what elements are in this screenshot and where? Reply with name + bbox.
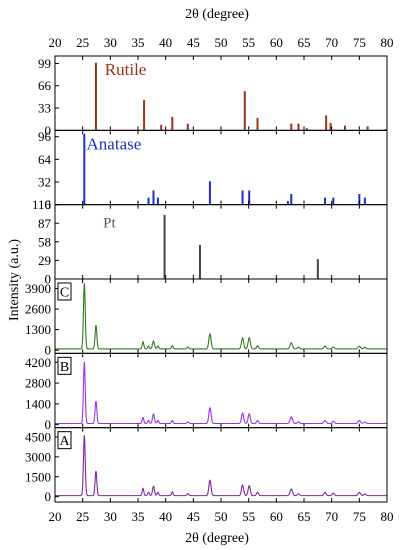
top-tick-label: 80 [381, 35, 394, 50]
y-tick-label: 0 [45, 343, 52, 358]
top-tick-label: 30 [104, 35, 117, 50]
pattern-line [55, 361, 387, 425]
top-tick-label: 40 [159, 35, 172, 50]
pattern-line [55, 435, 387, 497]
bottom-tick-label: 55 [242, 509, 255, 524]
panel-label-B: B [60, 360, 69, 375]
y-tick-label: 1500 [25, 469, 51, 484]
y-tick-label: 0 [45, 272, 52, 287]
panel-frame [54, 278, 388, 354]
bottom-tick-label: 80 [381, 509, 394, 524]
y-tick-label: 3000 [25, 449, 51, 464]
panel-label-box [57, 282, 72, 301]
y-tick-label: 99 [38, 56, 51, 71]
top-tick-label: 60 [270, 35, 283, 50]
panel-label-anatase: Anatase [87, 134, 142, 153]
y-tick-label: 64 [38, 152, 52, 167]
bottom-tick-label: 35 [132, 509, 145, 524]
y-tick-label: 4500 [25, 429, 51, 444]
panel-label-A: A [59, 434, 70, 449]
top-tick-label: 50 [215, 35, 228, 50]
y-tick-label: 1400 [25, 396, 51, 411]
bottom-tick-label: 70 [325, 509, 338, 524]
panel-pt: 0 29 58 87 116 Pt [32, 197, 388, 287]
y-tick-label: 87 [38, 216, 52, 231]
panel-rutile: 0 33 66 99 Rutile [38, 55, 388, 138]
y-tick-label: 1300 [25, 322, 51, 337]
bottom-tick-label: 20 [49, 509, 62, 524]
pattern-line [55, 283, 387, 350]
bottom-tick-label: 50 [215, 509, 228, 524]
bottom-tick-label: 75 [353, 509, 366, 524]
bottom-tick-label: 65 [298, 509, 311, 524]
top-tick-label: 35 [132, 35, 145, 50]
top-tick-label: 55 [242, 35, 255, 50]
bottom-tick-label: 30 [104, 509, 117, 524]
panel-data-B [55, 361, 387, 425]
panel-frame [54, 352, 388, 429]
top-tick-label: 45 [187, 35, 200, 50]
y-tick-label: 29 [38, 253, 51, 268]
y-tick-label: 32 [38, 175, 51, 190]
y-tick-label: 116 [32, 197, 52, 212]
bottom-tick-label: 25 [76, 509, 89, 524]
y-tick-label: 0 [45, 197, 52, 212]
y-tick-label: 66 [38, 78, 52, 93]
y-axis-title: Intensity (a.u.) [7, 239, 22, 321]
y-tick-label: 2800 [25, 376, 51, 391]
panel-B: 0 1400 2800 4200 B [25, 352, 388, 432]
panel-label-rutile: Rutile [105, 60, 147, 79]
y-tick-label: 58 [38, 234, 51, 249]
bottom-tick-labels: 20 25 30 35 40 45 50 55 60 65 70 75 80 [49, 509, 394, 524]
panel-data-A [55, 435, 387, 497]
panel-label-pt: Pt [103, 216, 116, 232]
bottom-tick-label: 45 [187, 509, 200, 524]
y-tick-label: 0 [45, 489, 52, 504]
panel-data-pt [163, 214, 319, 279]
top-tick-label: 25 [76, 35, 89, 50]
y-tick-label: 0 [45, 123, 52, 138]
panel-label-box [57, 356, 72, 375]
panel-frame [54, 427, 388, 503]
y-tick-label: 2600 [25, 302, 51, 317]
top-tick-label: 65 [298, 35, 311, 50]
panel-label-C: C [60, 286, 69, 301]
bottom-tick-label: 60 [270, 509, 283, 524]
top-tick-labels: 20 25 30 35 40 45 50 55 60 65 70 75 80 [49, 35, 394, 50]
panel-label-box [57, 431, 72, 450]
panel-anatase: 0 32 64 96 Anatase [38, 129, 388, 212]
panel-data-C [55, 283, 387, 350]
y-tick-label: 3900 [25, 281, 51, 296]
panel-data-rutile [94, 62, 387, 131]
bottom-axis-title: 2θ (degree) [185, 531, 249, 546]
panel-A: 0 1500 3000 4500 A [25, 427, 388, 504]
y-tick-label: 33 [38, 101, 51, 116]
y-tick-label: 4200 [25, 355, 51, 370]
top-tick-label: 20 [49, 35, 62, 50]
panel-C: 0 1300 2600 3900 C [25, 278, 388, 358]
y-tick-label: 0 [45, 417, 52, 432]
y-tick-label: 96 [38, 129, 52, 144]
top-axis-title: 2θ (degree) [185, 7, 249, 22]
bottom-tick-label: 40 [159, 509, 172, 524]
panel-data-anatase [83, 133, 366, 205]
top-tick-label: 75 [353, 35, 366, 50]
top-tick-label: 70 [325, 35, 338, 50]
